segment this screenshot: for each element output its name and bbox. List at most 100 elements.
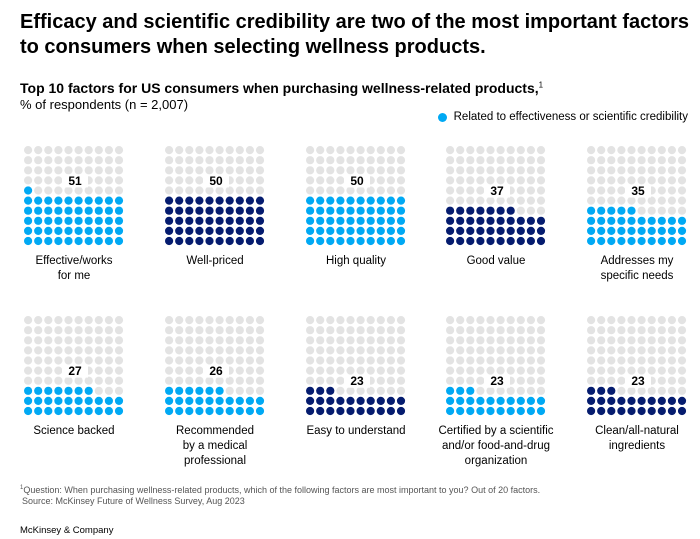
waffle-dot-empty: [245, 316, 254, 325]
waffle-dot-filled: [94, 236, 103, 246]
waffle-dot-empty: [175, 316, 184, 325]
waffle-dot-empty: [225, 166, 234, 175]
waffle-dot-empty: [486, 166, 495, 175]
waffle-dot-empty: [536, 366, 546, 375]
value-label-bg: [625, 374, 651, 388]
waffle-dot-filled: [476, 236, 485, 246]
waffle-dot-empty: [396, 146, 406, 155]
waffle-dot-empty: [245, 176, 254, 185]
waffle-dot-empty: [386, 326, 395, 335]
waffle-dot-filled: [346, 196, 355, 205]
waffle-dot-filled: [466, 386, 475, 395]
waffle-dot-filled: [235, 236, 244, 246]
waffle-dot-empty: [34, 346, 43, 355]
waffle-dot-empty: [306, 356, 315, 365]
waffle-dot-filled: [34, 386, 43, 395]
waffle-dot-empty: [607, 316, 616, 325]
waffle-dot-empty: [114, 146, 124, 155]
waffle-dot-empty: [496, 156, 505, 165]
waffle-dot-empty: [647, 196, 656, 205]
waffle-dot-filled: [376, 216, 385, 225]
waffle-dot-filled: [456, 396, 465, 405]
waffle-dot-empty: [175, 346, 184, 355]
waffle-dot-filled: [607, 216, 616, 225]
waffle-dot-empty: [396, 376, 406, 385]
waffle-dot-filled: [607, 386, 616, 395]
waffle-dot-empty: [376, 346, 385, 355]
value-label: 27: [68, 364, 82, 378]
waffle-dot-empty: [235, 356, 244, 365]
waffle-dot-empty: [34, 356, 43, 365]
waffle-dot-empty: [376, 366, 385, 375]
waffle-dot-empty: [637, 346, 646, 355]
waffle-dot-empty: [466, 196, 475, 205]
waffle-dot-empty: [466, 356, 475, 365]
waffle-dot-empty: [336, 336, 345, 345]
waffle-dot-empty: [175, 376, 184, 385]
waffle-dot-filled: [597, 396, 606, 405]
waffle-dot-empty: [456, 326, 465, 335]
waffle-dot-filled: [356, 196, 365, 205]
waffle-dot-filled: [607, 226, 616, 235]
waffle-dot-empty: [255, 386, 265, 395]
waffle-dot-filled: [336, 406, 345, 416]
waffle-dot-empty: [24, 166, 33, 175]
waffle-dot-empty: [536, 356, 546, 365]
waffle-dot-empty: [526, 146, 535, 155]
footnote-question-text: Question: When purchasing wellness-relat…: [23, 485, 541, 495]
waffle-dot-empty: [476, 346, 485, 355]
waffle-dot-empty: [24, 336, 33, 345]
waffle-dot-empty: [104, 316, 113, 325]
waffle-dot-empty: [74, 156, 83, 165]
waffle-dot-empty: [476, 356, 485, 365]
waffle-dot-empty: [677, 196, 687, 205]
waffle-dot-empty: [104, 366, 113, 375]
waffle-dot-filled: [34, 196, 43, 205]
waffle-dot-filled: [617, 406, 626, 416]
waffle-dot-filled: [104, 216, 113, 225]
waffle-dot-filled: [647, 226, 656, 235]
waffle-dot-filled: [637, 236, 646, 246]
category-label-line: Well-priced: [186, 255, 244, 267]
waffle-dot-filled: [607, 406, 616, 416]
waffle-dot-empty: [316, 166, 325, 175]
waffle-dot-empty: [637, 206, 646, 215]
waffle-dot-empty: [587, 376, 596, 385]
waffle-dot-filled: [34, 406, 43, 416]
waffle-dot-empty: [64, 316, 73, 325]
waffle-dot-empty: [466, 316, 475, 325]
waffle-dot-empty: [657, 366, 666, 375]
waffle-dot-empty: [64, 146, 73, 155]
waffle-dot-filled: [657, 226, 666, 235]
waffle-dot-empty: [94, 356, 103, 365]
waffle-dot-filled: [245, 226, 254, 235]
waffle-dot-empty: [74, 356, 83, 365]
waffle-dot-empty: [587, 366, 596, 375]
waffle-dot-filled: [657, 236, 666, 246]
waffle-dot-empty: [607, 346, 616, 355]
value-label: 26: [209, 364, 223, 378]
category-label-line: organization: [464, 455, 528, 467]
waffle-dot-filled: [466, 216, 475, 225]
waffle-dot-filled: [225, 196, 234, 205]
waffle-dot-empty: [386, 366, 395, 375]
waffle-dot-empty: [235, 386, 244, 395]
waffle-dot-empty: [536, 156, 546, 165]
waffle-dot-filled: [24, 216, 33, 225]
waffle-dot-empty: [597, 166, 606, 175]
waffle-dot-empty: [496, 336, 505, 345]
waffle-dot-empty: [506, 196, 515, 205]
waffle-dot-filled: [476, 226, 485, 235]
waffle-dot-filled: [336, 206, 345, 215]
waffle-dot-empty: [627, 366, 636, 375]
waffle-dot-filled: [316, 386, 325, 395]
brand-logo-text: McKinsey & Company: [20, 525, 114, 536]
category-label-line: specific needs: [600, 270, 674, 282]
waffle-dot-filled: [386, 236, 395, 246]
waffle-dot-empty: [34, 326, 43, 335]
waffle-dot-filled: [597, 406, 606, 416]
waffle-dot-empty: [306, 316, 315, 325]
waffle-dot-empty: [667, 186, 676, 195]
waffle-dot-filled: [114, 226, 124, 235]
waffle-dot-empty: [536, 316, 546, 325]
